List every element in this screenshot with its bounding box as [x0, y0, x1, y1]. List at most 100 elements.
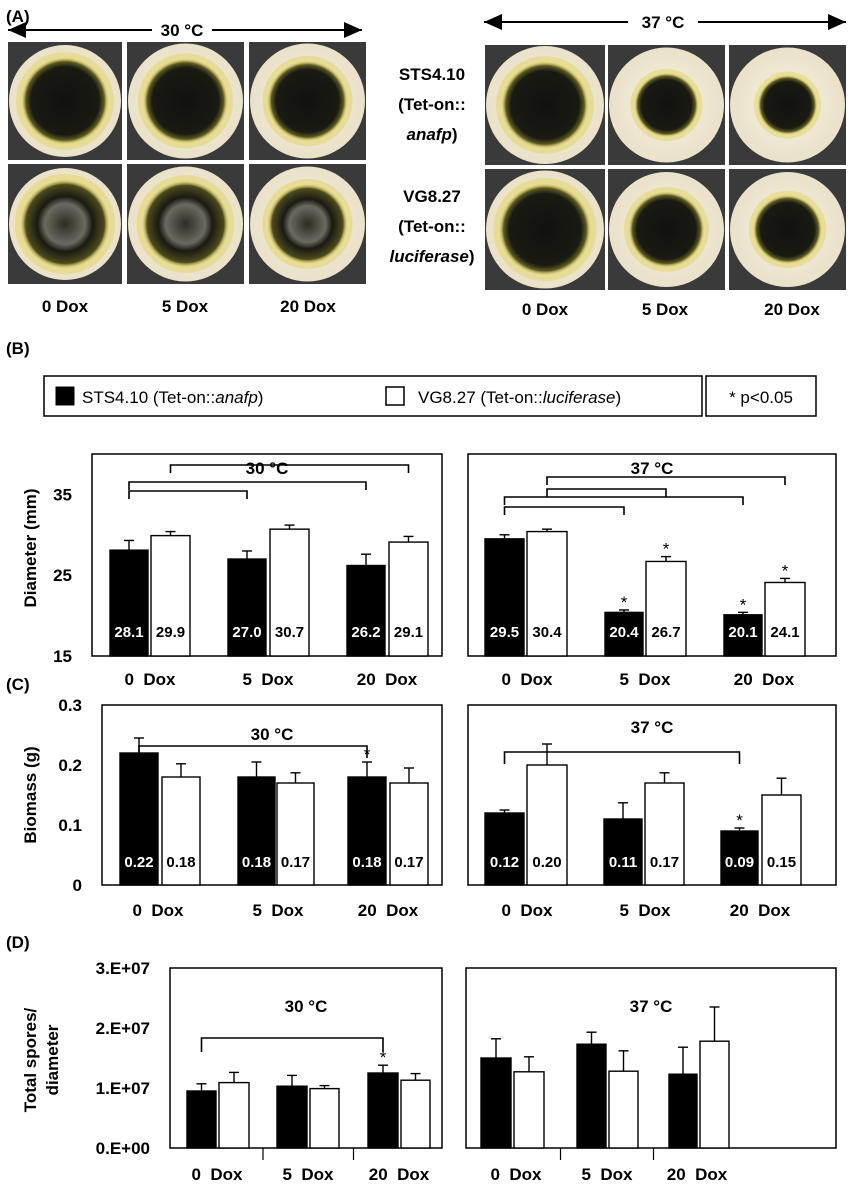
y-tick-label: 15	[53, 647, 72, 666]
strain2-line2: (Tet-on::	[398, 217, 466, 236]
strain-label-sts: STS4.10 (Tet-on:: anafp)	[398, 65, 466, 144]
cond-37-0dox: 0 Dox	[522, 300, 569, 319]
x-category-label: 0 Dox	[124, 670, 176, 689]
cond-30-0dox: 0 Dox	[42, 297, 89, 316]
chart-D-30: 30 °C Total spores/diameter 0.E+00 1.E+07 2.…	[21, 959, 443, 1184]
plate-30c-r0-c1	[127, 42, 244, 160]
x-category-label: 5 Dox	[619, 670, 671, 689]
plate-37c-r1-c1	[608, 169, 725, 290]
bar-vg827-cat1	[644, 782, 685, 886]
bar-sts410-cat1	[237, 776, 276, 886]
bar-sts410-cat0	[480, 1057, 512, 1149]
bar-vg827-cat1	[269, 528, 310, 657]
cond-30-20dox: 20 Dox	[280, 297, 336, 316]
data-label: 20.4	[609, 624, 639, 641]
bar-vg827-cat0	[150, 534, 191, 657]
bar-sts410-cat2	[668, 1073, 698, 1149]
bar-vg827-cat2	[699, 1040, 730, 1149]
data-label: 0.18	[166, 854, 195, 871]
panel-a-conditions: 0 Dox 5 Dox 20 Dox 0 Dox 5 Dox 20 Dox	[42, 297, 821, 319]
chart-title: 37 °C	[630, 997, 673, 1016]
bar-sts410-cat2	[367, 1072, 399, 1149]
chart-title: 37 °C	[631, 718, 674, 737]
data-label: 29.1	[394, 624, 423, 641]
data-label: 0.22	[124, 854, 153, 871]
strain1-line3: anafp)	[406, 125, 457, 144]
bar-vg827-cat2	[400, 1079, 431, 1149]
x-category-label: 20 Dox	[369, 1165, 430, 1184]
data-label: 0.11	[609, 854, 637, 871]
chart-title: 30 °C	[246, 459, 289, 478]
bar-sts410-cat1	[227, 558, 267, 657]
plate-37c-r1-c0	[485, 169, 605, 290]
chart-frame	[465, 967, 837, 1149]
x-category-label: 0 Dox	[490, 1165, 542, 1184]
bar-sts410-cat1	[276, 1085, 308, 1149]
plate-30c-r1-c0	[8, 164, 122, 284]
data-label: 0.18	[242, 854, 271, 871]
bar-vg827-cat1	[309, 1087, 340, 1149]
significance-star: *	[736, 811, 743, 830]
strain2-line1: VG8.27	[403, 187, 461, 206]
plate-37c-r0-c0	[485, 45, 605, 165]
data-label: 0.17	[650, 854, 679, 871]
bar-vg827-cat0	[526, 530, 568, 657]
bar-sts410-cat2	[346, 564, 386, 657]
chart-D-37: 37 °C 0 Dox 5 Dox 20 Dox	[465, 967, 837, 1184]
chart-C-30: 30 °C Biomass (g) 0 0.1 0.2 0.3 0.22 0.18 0.18 0.…	[21, 696, 443, 920]
chart-frame	[91, 453, 443, 657]
fungal-colony	[267, 183, 348, 265]
data-label: 28.1	[114, 624, 143, 641]
bar-vg827-cat1	[645, 560, 687, 657]
strain2-line3: luciferase)	[389, 247, 474, 266]
x-category-label: 5 Dox	[581, 1165, 633, 1184]
plate-30c-r0-c0	[8, 42, 122, 160]
comparison-bracket	[169, 464, 410, 473]
x-category-label: 0 Dox	[501, 670, 553, 689]
plate-30c-r1-c1	[127, 164, 244, 284]
chart-C-37: 37 °C 0.12 0.20 0.11 0.17 * 0.09 0.15 0 Dox 5 Dox…	[467, 704, 837, 920]
plate-37c-r0-c2	[729, 45, 846, 165]
data-label: 27.0	[232, 624, 261, 641]
significance-star: *	[782, 561, 789, 580]
panel-d-label: (D)	[6, 933, 30, 952]
bar-sts410-cat2	[720, 830, 759, 886]
fungal-colony	[634, 72, 699, 138]
bar-vg827-cat1	[608, 1070, 639, 1149]
comparison-bracket	[503, 506, 625, 515]
y-tick-label: 3.E+07	[96, 959, 150, 978]
comparison-bracket	[128, 481, 367, 490]
y-axis-label: Total spores/diameter	[21, 1007, 62, 1112]
data-label: 0.17	[394, 854, 423, 871]
bar-sts410-cat0	[109, 549, 149, 657]
x-category-label: 0 Dox	[501, 901, 553, 920]
x-category-label: 20 Dox	[357, 670, 418, 689]
significance-label: * p<0.05	[729, 388, 793, 407]
x-category-label: 20 Dox	[358, 901, 419, 920]
strain1-line2: (Tet-on::	[398, 95, 466, 114]
comparison-bracket	[503, 751, 741, 764]
data-label: 29.9	[156, 624, 185, 641]
x-category-label: 0 Dox	[191, 1165, 243, 1184]
charts-layer: 30 °C Diameter (mm) 15 25 35 28.1 29.9 27.0 30.7…	[21, 453, 837, 1184]
y-tick-label: 0.1	[58, 816, 82, 835]
data-label: 0.20	[532, 854, 561, 871]
data-label: 0.17	[281, 854, 310, 871]
data-label: 0.09	[725, 854, 754, 871]
plate-30c-r1-c2	[249, 164, 366, 284]
bar-sts410-cat1	[604, 611, 644, 657]
chart-B-37: 37 °C 29.5 30.4 * 20.4 * 26.7 * 20.1 * 24.1 0 Dox 5 …	[467, 453, 837, 689]
data-label: 30.4	[532, 624, 562, 641]
plate-30c-r0-c2	[249, 42, 366, 160]
y-tick-label: 0.2	[58, 756, 82, 775]
significance-star: *	[663, 540, 670, 559]
cond-30-5dox: 5 Dox	[162, 297, 209, 316]
y-tick-label: 0	[73, 876, 82, 895]
comparison-bracket	[503, 496, 744, 505]
fungal-colony	[753, 195, 822, 264]
y-axis-label: Diameter (mm)	[21, 488, 40, 607]
fungal-colony	[20, 179, 110, 269]
panel-b-label: (B)	[6, 339, 30, 358]
chart-title: 37 °C	[631, 459, 674, 478]
legend: STS4.10 (Tet-on::anafp) VG8.27 (Tet-on::…	[43, 375, 817, 417]
